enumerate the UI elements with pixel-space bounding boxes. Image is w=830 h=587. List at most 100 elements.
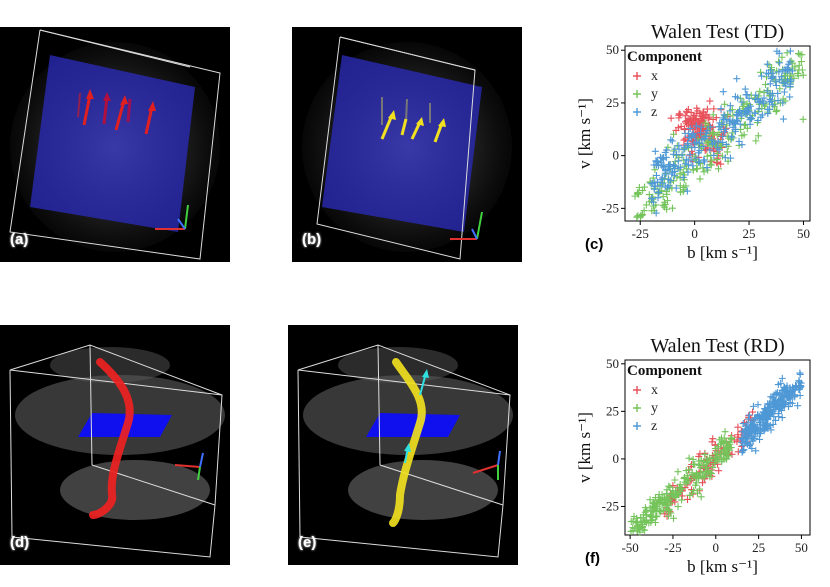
scatter-point-z [664,166,672,174]
scatter-point-y [671,476,679,484]
scatter-point-y [718,152,726,160]
scatter-point-y [743,124,751,132]
scatter-point-y [660,198,668,206]
scatter-point-y [680,186,688,194]
velocity-arrows [404,369,429,464]
scatter-point-y [709,463,717,471]
scatter-point-z [698,136,706,144]
scatter-point-x [734,431,742,439]
scatter-point-x [700,116,708,124]
scatter-point-z [661,171,669,179]
scatter-point-y [727,135,735,143]
scatter-point-z [739,420,747,428]
scatter-point-z [743,91,751,99]
scatter-point-y [640,207,648,215]
scatter-point-z [751,109,759,117]
scatter-point-y [642,201,650,209]
legend-marker-y [633,404,641,412]
scatter-point-z [748,115,756,123]
scatter-point-y [645,519,653,527]
scatter-point-y [684,475,692,483]
scatter-point-z [710,151,718,159]
scatter-point-z [674,157,682,165]
scatter-point-y [653,512,661,520]
scatter-point-y [778,53,786,61]
scatter-point-y [665,496,673,504]
scatter-point-y [795,66,803,74]
scatter-point-z [768,90,776,98]
scatter-point-y [634,524,642,532]
scatter-point-y [696,175,704,183]
scatter-point-y [682,182,690,190]
scatter-point-z [682,156,690,164]
scatter-point-y [643,506,651,514]
scatter-point-z [659,154,667,162]
scatter-point-z [681,160,689,168]
scatter-point-z [686,124,694,132]
scatter-point-y [773,106,781,114]
scatter-point-z [671,167,679,175]
scatter-point-z [792,382,800,390]
scatter-point-y [659,201,667,209]
y-axis-label: v [km s⁻¹] [575,98,594,169]
velocity-arrows [380,97,446,143]
x-tick-label: -25 [632,226,649,241]
scatter-point-y [692,479,700,487]
panel-b-render [302,36,512,260]
scatter-point-z [783,76,791,84]
x-axis-label: b [km s⁻¹] [687,243,758,262]
scatter-point-z [661,183,669,191]
scatter-point-z [767,393,775,401]
scatter-point-z [763,60,771,68]
scatter-point-y [703,152,711,160]
scatter-point-z [697,129,705,137]
scatter-point-y [697,493,705,501]
scatter-point-y [667,489,675,497]
scatter-point-y [722,454,730,462]
chart-title: Walen Test (TD) [651,21,784,43]
scatter-point-y [633,518,641,526]
scatter-point-z [795,385,803,393]
scatter-point-z [754,413,762,421]
scatter-point-z [692,154,700,162]
panel-label: (f) [585,550,600,567]
scatter-point-y [682,467,690,475]
scatter-point-y [677,485,685,493]
scatter-point-x [749,408,757,416]
scatter-point-z [736,120,744,128]
scatter-point-z [665,182,673,190]
scatter-point-y [640,511,648,519]
scatter-point-z [746,425,754,433]
panel-a-render [9,29,221,260]
scatter-point-z [708,140,716,148]
scatter-point-z [769,420,777,428]
scatter-point-z [722,140,730,148]
scatter-point-z [749,402,757,410]
panel-c-walen-test-td: Walen Test (TD) -25 0 25 50 -25 0 25 50 b [km s⁻¹… [575,18,825,268]
scatter-point-z [751,425,759,433]
scatter-point-y [693,165,701,173]
scatter-point-y [645,191,653,199]
legend-entry-z: z [651,419,657,434]
scatter-point-z [672,184,680,192]
scatter-point-z [700,156,708,164]
scatter-point-y [641,183,649,191]
scatter-point-z [772,81,780,89]
scatter-point-z [744,109,752,117]
scatter-point-z [695,149,703,157]
scatter-point-z [648,194,656,202]
scatter-point-z [745,94,753,102]
scatter-point-z [689,162,697,170]
scatter-point-y [663,205,671,213]
scatter-point-z [665,163,673,171]
field-line-tube [389,358,426,527]
scatter-point-z [681,129,689,137]
scatter-point-y [721,428,729,436]
scatter-point-z [745,104,753,112]
scatter-point-y [709,111,717,119]
scatter-point-z [757,427,765,435]
chart-legend: Component xyz [627,363,702,434]
scatter-point-z [695,158,703,166]
scatter-point-y [697,468,705,476]
scatter-point-y [651,166,659,174]
